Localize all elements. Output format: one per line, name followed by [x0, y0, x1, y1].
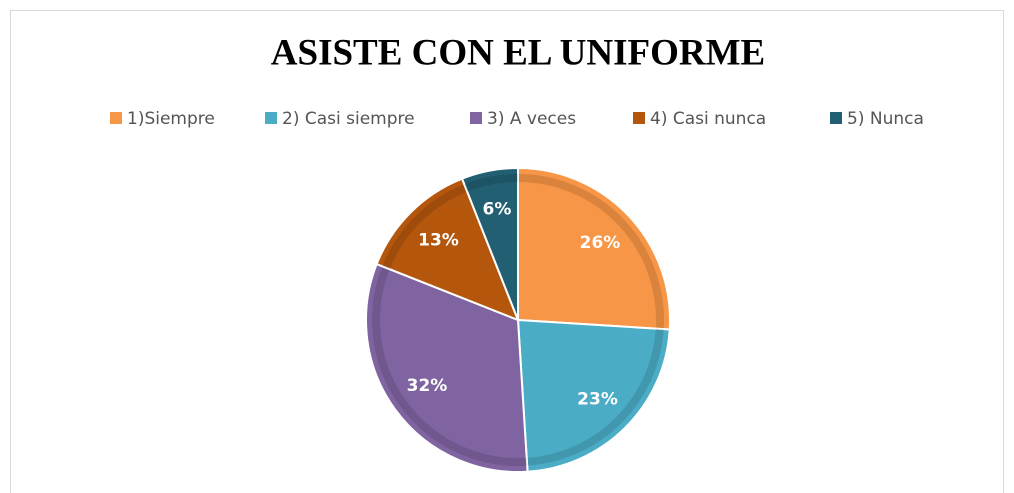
- pie-slice: [517, 167, 671, 331]
- legend-swatch: [633, 112, 645, 124]
- legend-label: 1)Siempre: [127, 109, 215, 129]
- legend-swatch: [470, 112, 482, 124]
- legend-swatch: [265, 112, 277, 124]
- legend-label: 2) Casi siempre: [282, 109, 415, 129]
- chart-title: ASISTE CON EL UNIFORME: [271, 32, 765, 73]
- data-label: 23%: [577, 390, 618, 410]
- data-label: 32%: [407, 376, 448, 396]
- legend-label: 5) Nunca: [847, 109, 924, 129]
- data-label: 26%: [580, 233, 621, 253]
- pie-slice: [461, 167, 519, 321]
- pie-slice-edge: [526, 328, 664, 466]
- legend-label: 3) A veces: [487, 109, 576, 129]
- pie-slice: [517, 319, 671, 473]
- data-label: 6%: [482, 200, 511, 220]
- pie-slice-edge: [372, 266, 528, 466]
- pie-slice-edge: [382, 184, 468, 270]
- legend-swatch: [830, 112, 842, 124]
- pie-slice: [375, 177, 519, 321]
- pie-slice-edge: [517, 174, 664, 330]
- pie-slice: [365, 263, 529, 473]
- pie-slice-edge: [464, 174, 519, 192]
- legend-label: 4) Casi nunca: [650, 109, 766, 129]
- data-label: 13%: [418, 230, 459, 250]
- legend-swatch: [110, 112, 122, 124]
